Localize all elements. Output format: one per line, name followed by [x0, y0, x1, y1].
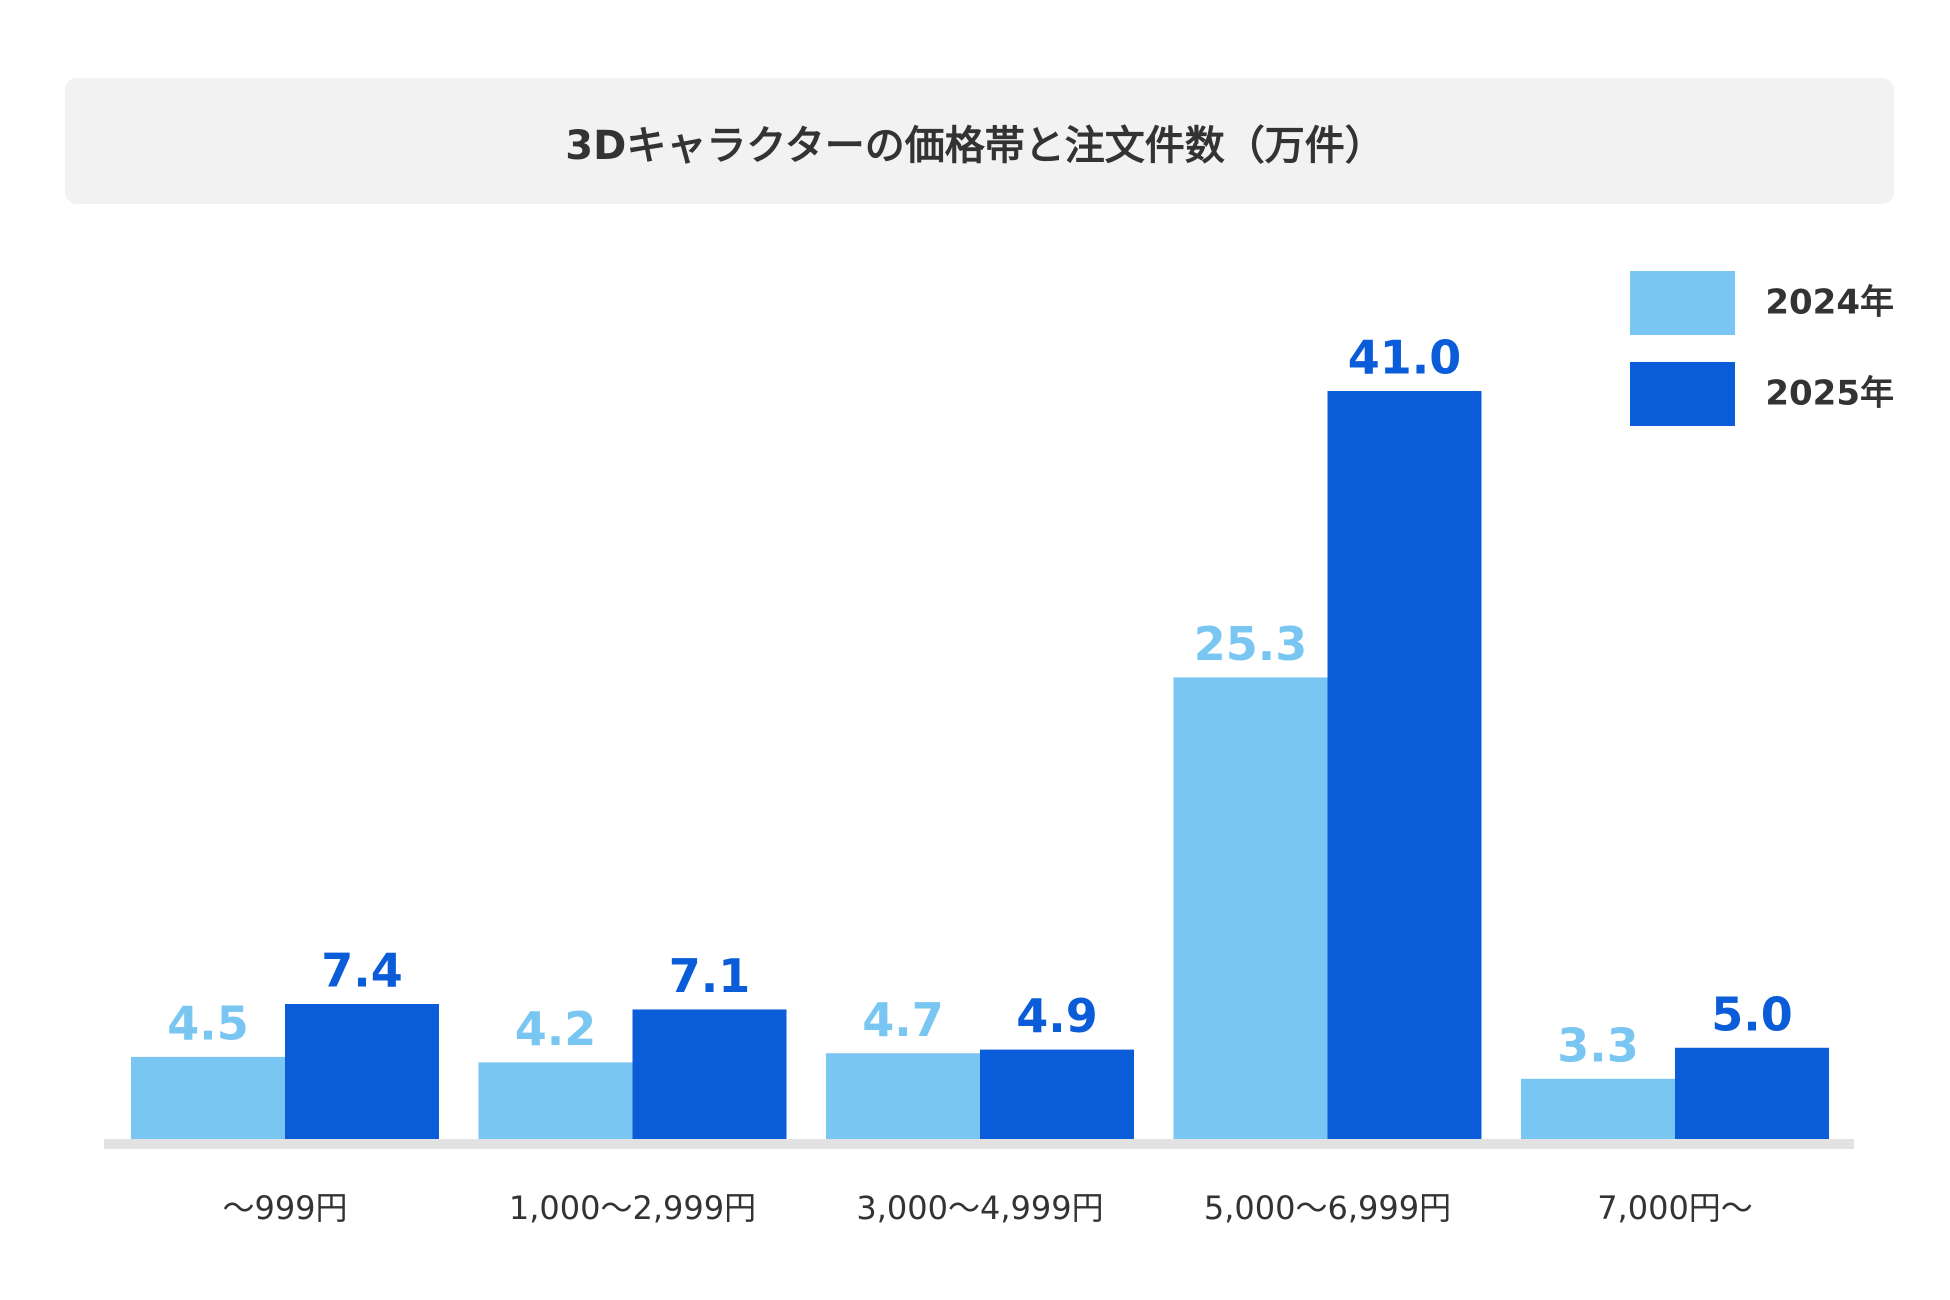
x-tick-label: 3,000〜4,999円 [856, 1189, 1103, 1227]
value-label: 41.0 [1348, 331, 1462, 385]
legend-label: 2024年 [1765, 283, 1894, 323]
bar [1173, 677, 1328, 1139]
baseline [104, 1139, 1854, 1149]
legend-swatch [1630, 362, 1735, 426]
bar [478, 1062, 633, 1139]
bar [285, 1003, 439, 1139]
legend-swatch [1630, 271, 1735, 335]
x-tick-label: 1,000〜2,999円 [509, 1189, 756, 1227]
value-label: 7.4 [321, 943, 403, 997]
bar [632, 1009, 787, 1139]
chart-title: 3Dキャラクターの価格帯と注文件数（万件） [565, 123, 1384, 169]
value-label: 4.9 [1016, 989, 1098, 1043]
x-tick-label: 〜999円 [222, 1189, 347, 1227]
value-label: 5.0 [1711, 987, 1793, 1041]
x-tick-label: 7,000円〜 [1597, 1189, 1753, 1227]
value-label: 4.7 [862, 993, 944, 1047]
x-tick-label: 5,000〜6,999円 [1204, 1189, 1451, 1227]
value-label: 7.1 [669, 949, 751, 1003]
bar [131, 1056, 285, 1139]
title-box [65, 78, 1894, 204]
value-label: 4.2 [515, 1002, 597, 1056]
bar [1675, 1047, 1829, 1139]
value-label: 3.3 [1557, 1018, 1639, 1072]
bar [1327, 391, 1482, 1139]
bar [1521, 1078, 1675, 1139]
bar [826, 1053, 980, 1139]
value-label: 4.5 [167, 996, 249, 1050]
bar [980, 1049, 1134, 1139]
legend-label: 2025年 [1765, 374, 1894, 414]
value-label: 25.3 [1194, 617, 1308, 671]
